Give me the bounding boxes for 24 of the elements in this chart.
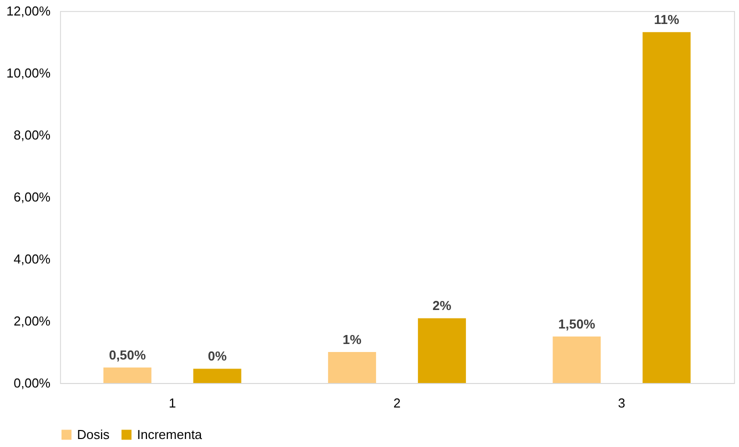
data-label: 1% xyxy=(342,332,362,347)
data-label: 0,50% xyxy=(108,348,146,362)
bar xyxy=(642,32,691,383)
bar xyxy=(328,352,376,383)
data-label: 0% xyxy=(208,348,228,364)
bar xyxy=(418,318,466,383)
x-tick-label: 3 xyxy=(618,396,626,410)
legend-label: Incrementa xyxy=(137,426,203,442)
y-tick-label: 4,00% xyxy=(14,252,51,266)
x-tick-label: 1 xyxy=(168,396,176,410)
y-tick-label: 8,00% xyxy=(14,128,51,142)
data-label: 2% xyxy=(432,298,452,314)
y-tick-label: 12,00% xyxy=(6,4,51,18)
data-label: 11% xyxy=(654,12,680,28)
bar xyxy=(552,336,601,383)
bar xyxy=(193,368,242,383)
data-label: 1,50% xyxy=(558,316,596,332)
bar xyxy=(103,368,152,383)
x-tick-label: 2 xyxy=(393,396,401,410)
y-tick-label: 2,00% xyxy=(14,314,51,328)
legend-label: Dosis xyxy=(77,426,110,442)
y-tick-label: 10,00% xyxy=(6,66,51,80)
y-tick-label: 6,00% xyxy=(14,190,51,204)
y-tick-label: 0,00% xyxy=(14,376,51,390)
